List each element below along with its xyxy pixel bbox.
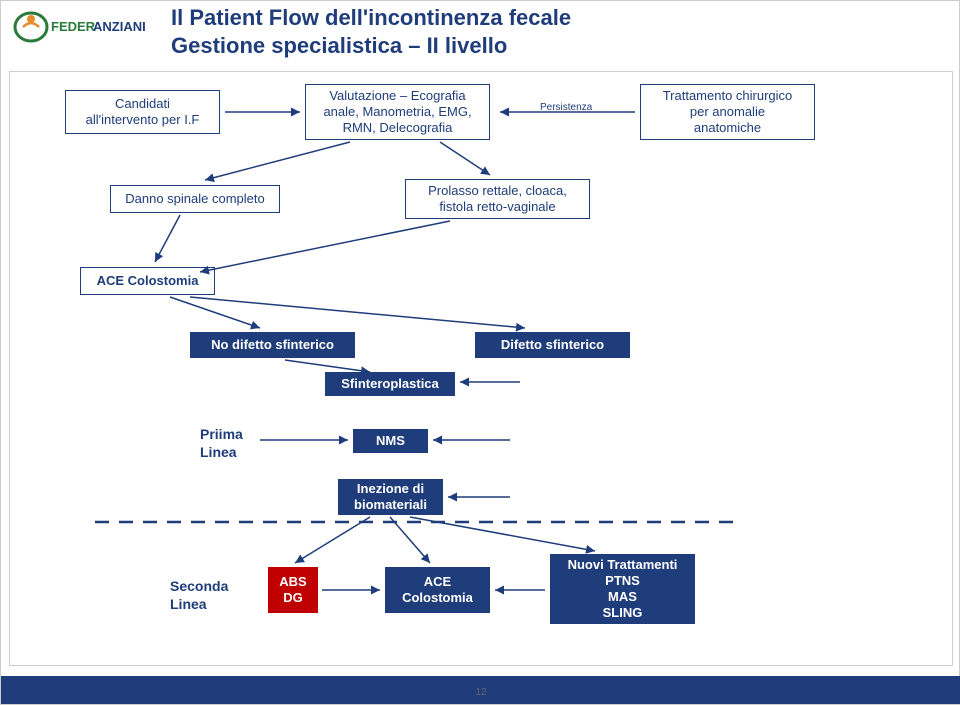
text-ace2: ACE Colostomia — [402, 574, 473, 606]
label-prima-linea: Priima Linea — [200, 425, 243, 461]
federanziani-logo: FEDER ANZIANI — [11, 9, 156, 54]
content-frame: Candidati all'intervento per I.F Valutaz… — [9, 71, 953, 666]
box-sfinteroplastica: Sfinteroplastica — [325, 372, 455, 396]
slide: FEDER ANZIANI Il Patient Flow dell'incon… — [0, 0, 960, 705]
text-trattamento: Trattamento chirurgico per anomalie anat… — [663, 88, 793, 136]
text-nuovi: Nuovi Trattamenti PTNS MAS SLING — [568, 557, 678, 621]
text-prolasso: Prolasso rettale, cloaca, fistola retto-… — [428, 183, 567, 215]
box-no-difetto: No difetto sfinterico — [190, 332, 355, 358]
box-danno: Danno spinale completo — [110, 185, 280, 213]
box-inezione: Inezione di biomateriali — [338, 479, 443, 515]
text-inezione: Inezione di biomateriali — [354, 481, 427, 513]
text-difetto: Difetto sfinterico — [501, 337, 604, 353]
label-seconda-linea: Seconda Linea — [170, 577, 228, 613]
text-sfinteroplastica: Sfinteroplastica — [341, 376, 439, 392]
text-abs-dg: ABS DG — [279, 574, 306, 606]
svg-text:FEDER: FEDER — [51, 19, 96, 34]
box-abs-dg: ABS DG — [268, 567, 318, 613]
title-line-1: Il Patient Flow dell'incontinenza fecale — [171, 4, 821, 32]
title-block: Il Patient Flow dell'incontinenza fecale… — [171, 4, 821, 60]
box-candidati: Candidati all'intervento per I.F — [65, 90, 220, 134]
text-ace1: ACE Colostomia — [97, 273, 199, 289]
box-ace2: ACE Colostomia — [385, 567, 490, 613]
label-persistenza: Persistenza — [540, 102, 592, 113]
box-valutazione: Valutazione – Ecografia anale, Manometri… — [305, 84, 490, 140]
box-ace1: ACE Colostomia — [80, 267, 215, 295]
text-danno: Danno spinale completo — [125, 191, 264, 207]
text-candidati: Candidati all'intervento per I.F — [86, 96, 200, 128]
title-line-2: Gestione specialistica – II livello — [171, 32, 821, 60]
text-no-difetto: No difetto sfinterico — [211, 337, 334, 353]
text-nms: NMS — [376, 433, 405, 449]
box-difetto: Difetto sfinterico — [475, 332, 630, 358]
box-prolasso: Prolasso rettale, cloaca, fistola retto-… — [405, 179, 590, 219]
svg-text:ANZIANI: ANZIANI — [93, 19, 146, 34]
box-nuovi: Nuovi Trattamenti PTNS MAS SLING — [550, 554, 695, 624]
box-trattamento: Trattamento chirurgico per anomalie anat… — [640, 84, 815, 140]
box-nms: NMS — [353, 429, 428, 453]
text-valutazione: Valutazione – Ecografia anale, Manometri… — [323, 88, 471, 136]
page-number: 12 — [1, 687, 960, 698]
